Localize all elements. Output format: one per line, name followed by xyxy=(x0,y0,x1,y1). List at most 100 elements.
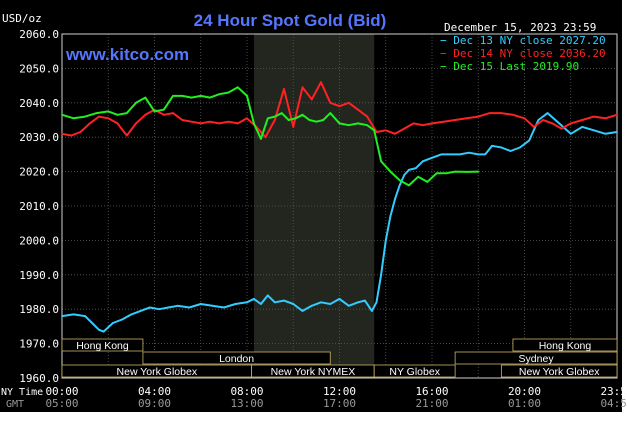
gmt-label: GMT xyxy=(6,399,24,410)
kitco-watermark: www.kitco.com xyxy=(65,45,189,64)
x-tick-label-ny: 04:00 xyxy=(138,385,171,398)
y-tick-label: 2060.0 xyxy=(19,28,59,41)
legend-entry: − Dec 15 Last 2019.90 xyxy=(440,60,579,73)
data-point xyxy=(364,299,366,302)
data-point xyxy=(61,113,63,116)
data-point xyxy=(125,112,128,115)
data-point xyxy=(500,146,503,149)
session-band xyxy=(454,351,618,365)
data-point xyxy=(181,95,184,97)
data-point xyxy=(211,304,214,307)
data-point xyxy=(384,129,387,132)
data-point xyxy=(398,184,401,187)
data-point xyxy=(246,117,248,120)
data-point xyxy=(287,119,290,121)
data-point xyxy=(84,315,87,317)
data-point xyxy=(144,113,147,116)
data-point xyxy=(292,303,295,305)
data-point xyxy=(454,170,457,173)
data-point xyxy=(449,153,452,156)
data-point xyxy=(389,170,392,173)
data-point xyxy=(190,120,193,123)
data-point xyxy=(236,86,239,89)
data-point xyxy=(407,168,410,171)
data-point xyxy=(500,112,503,115)
data-point xyxy=(310,98,313,101)
session-band xyxy=(512,338,618,352)
series-group xyxy=(61,112,618,333)
data-point xyxy=(199,122,202,125)
data-point xyxy=(546,112,549,115)
data-point xyxy=(130,313,133,316)
session-band xyxy=(500,364,618,378)
y-tick-label: 2010.0 xyxy=(19,200,59,213)
data-point xyxy=(431,156,433,159)
y-tick-label: 2050.0 xyxy=(19,62,59,75)
data-point xyxy=(523,117,526,120)
x-tick-label-ny: 12:00 xyxy=(323,385,356,398)
series-line xyxy=(61,81,618,139)
data-point xyxy=(84,115,87,118)
data-point xyxy=(380,273,383,276)
data-point xyxy=(310,304,313,307)
data-point xyxy=(253,297,255,300)
data-point xyxy=(153,110,156,113)
data-point xyxy=(222,306,225,309)
data-point xyxy=(394,132,396,135)
y-tick-label: 1960.0 xyxy=(19,372,59,385)
data-point xyxy=(465,117,468,120)
data-point xyxy=(403,174,406,176)
y-tick-label: 1970.0 xyxy=(19,338,59,351)
x-tick-label-gmt: 09:00 xyxy=(138,397,171,410)
data-point xyxy=(414,167,417,170)
data-point xyxy=(61,132,63,135)
x-tick-label-ny: 08:00 xyxy=(230,385,263,398)
data-point xyxy=(329,112,332,115)
session-label: London xyxy=(219,353,254,365)
data-point xyxy=(509,150,512,152)
data-point xyxy=(162,108,165,111)
data-point xyxy=(389,215,392,218)
data-point xyxy=(366,115,369,118)
data-point xyxy=(477,115,480,118)
data-point xyxy=(162,113,165,116)
data-point xyxy=(338,297,341,300)
data-point xyxy=(280,112,283,115)
series-line xyxy=(61,86,479,187)
data-point xyxy=(444,172,447,175)
data-point xyxy=(301,113,304,116)
data-point xyxy=(458,153,461,156)
y-tick-label: 2030.0 xyxy=(19,131,59,144)
data-point xyxy=(370,310,373,312)
data-point xyxy=(111,322,114,324)
data-point xyxy=(338,122,341,125)
data-point xyxy=(558,122,561,125)
data-point xyxy=(158,308,161,311)
data-point xyxy=(592,115,595,118)
data-point xyxy=(569,132,572,135)
data-point xyxy=(569,122,572,125)
data-point xyxy=(190,96,193,99)
data-point xyxy=(116,122,119,125)
data-point xyxy=(246,95,248,97)
data-point xyxy=(234,303,237,305)
data-point xyxy=(125,134,128,137)
data-point xyxy=(266,117,269,120)
data-point xyxy=(491,144,494,147)
data-point xyxy=(528,139,531,142)
data-point xyxy=(107,110,110,113)
data-point xyxy=(542,119,544,121)
x-tick-label-ny: 23:59 xyxy=(600,385,627,398)
data-point xyxy=(236,122,239,125)
data-point xyxy=(301,86,304,89)
y-tick-label: 2000.0 xyxy=(19,234,59,247)
data-point xyxy=(551,122,554,125)
data-point xyxy=(292,125,295,128)
x-tick-label-gmt: 17:00 xyxy=(323,397,356,410)
data-point xyxy=(301,310,304,312)
data-point xyxy=(431,122,433,125)
data-point xyxy=(72,117,75,120)
y-axis: 1960.0 1970.0 1980.0 1990.0 2000.0 2010.0 2020… xyxy=(19,28,59,385)
plot-border xyxy=(61,33,618,379)
